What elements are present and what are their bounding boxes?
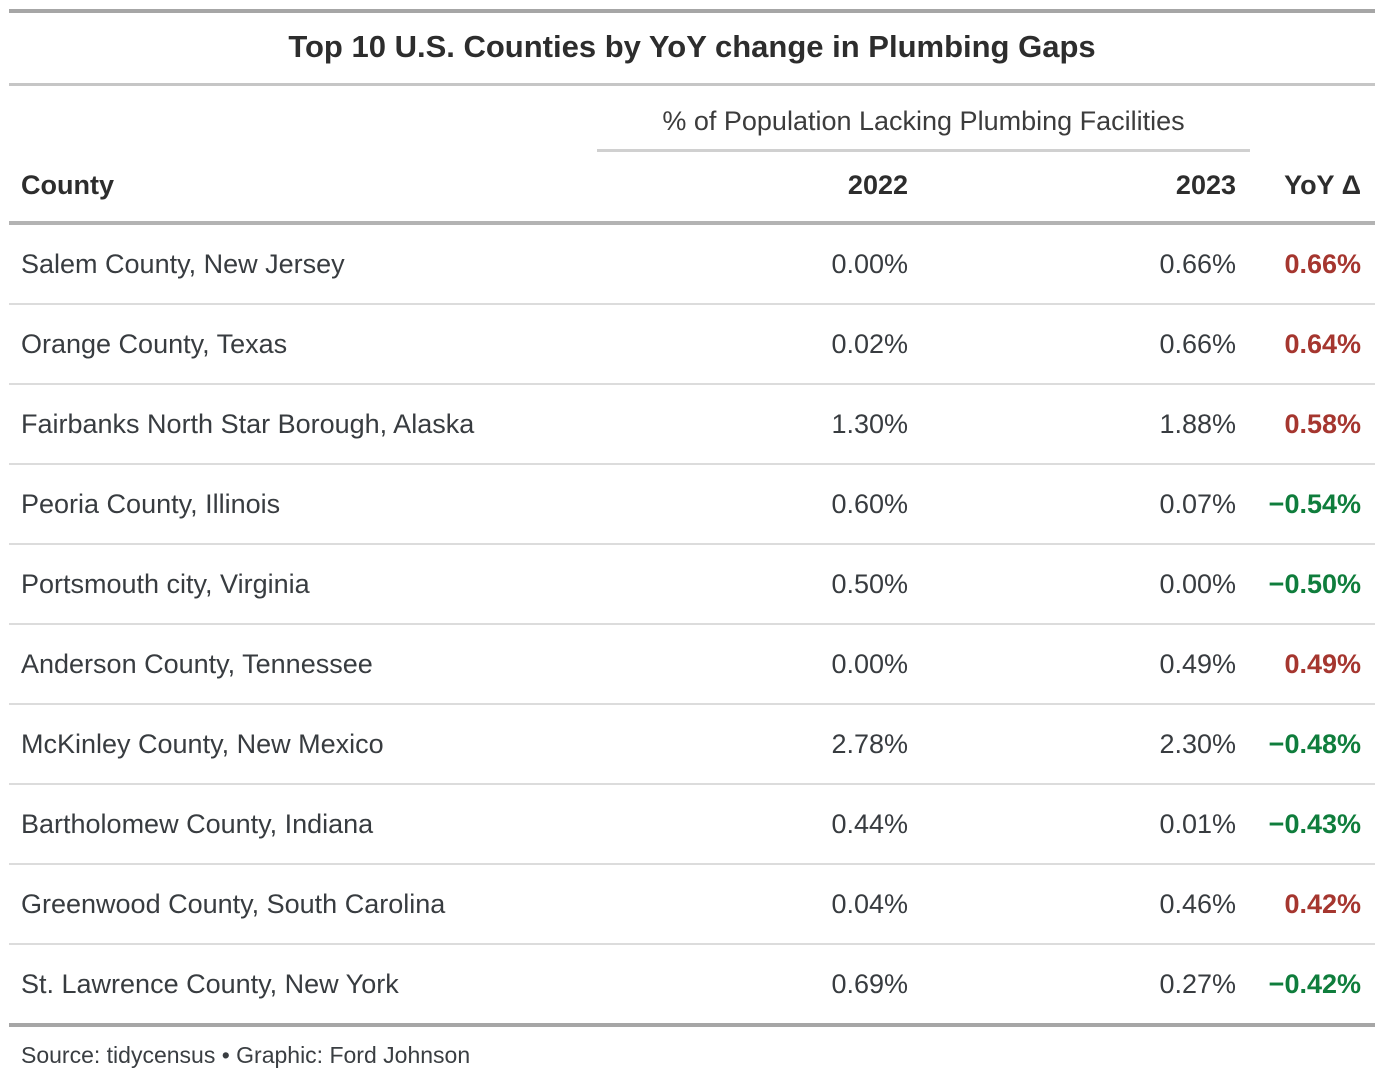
table-row: Greenwood County, South Carolina 0.04% 0… <box>9 865 1375 945</box>
column-header-2022: 2022 <box>847 170 908 200</box>
value-2022-cell: 0.44% <box>831 808 908 839</box>
table-row: Peoria County, Illinois 0.60% 0.07% −0.5… <box>9 465 1375 545</box>
county-cell: Peoria County, Illinois <box>21 488 281 519</box>
table-row: St. Lawrence County, New York 0.69% 0.27… <box>9 945 1375 1023</box>
title-divider <box>9 83 1375 86</box>
table-row: Fairbanks North Star Borough, Alaska 1.3… <box>9 385 1375 465</box>
table-row: Salem County, New Jersey 0.00% 0.66% 0.6… <box>9 225 1375 305</box>
value-2023-cell: 0.07% <box>1159 488 1236 519</box>
county-cell: Orange County, Texas <box>21 328 288 359</box>
yoy-delta-cell: −0.54% <box>1268 488 1361 519</box>
yoy-delta-cell: 0.58% <box>1284 408 1361 439</box>
value-2023-cell: 0.01% <box>1159 808 1236 839</box>
county-cell: Anderson County, Tennessee <box>21 648 373 679</box>
yoy-delta-cell: −0.50% <box>1268 568 1361 599</box>
column-header-row: County 2022 2023 YoY Δ <box>9 152 1375 221</box>
value-2023-cell: 0.66% <box>1159 328 1236 359</box>
column-header-2023: 2023 <box>1175 170 1236 200</box>
table-body: Salem County, New Jersey 0.00% 0.66% 0.6… <box>9 225 1375 1023</box>
value-2023-cell: 0.46% <box>1159 888 1236 919</box>
value-2022-cell: 2.78% <box>831 728 908 759</box>
county-cell: Fairbanks North Star Borough, Alaska <box>21 408 475 439</box>
table-row: Orange County, Texas 0.02% 0.66% 0.64% <box>9 305 1375 385</box>
value-2022-cell: 0.00% <box>831 248 908 279</box>
yoy-delta-cell: 0.64% <box>1284 328 1361 359</box>
yoy-delta-cell: 0.66% <box>1284 248 1361 279</box>
table-row: McKinley County, New Mexico 2.78% 2.30% … <box>9 705 1375 785</box>
column-header-county: County <box>21 170 114 200</box>
county-cell: Portsmouth city, Virginia <box>21 568 310 599</box>
value-2023-cell: 0.00% <box>1159 568 1236 599</box>
value-2022-cell: 0.00% <box>831 648 908 679</box>
value-2022-cell: 1.30% <box>831 408 908 439</box>
county-cell: Bartholomew County, Indiana <box>21 808 374 839</box>
table-row: Bartholomew County, Indiana 0.44% 0.01% … <box>9 785 1375 865</box>
source-note: Source: tidycensus • Graphic: Ford Johns… <box>21 1042 471 1068</box>
header-bottom-border <box>9 221 1375 225</box>
table-title: Top 10 U.S. Counties by YoY change in Pl… <box>288 29 1096 64</box>
value-2022-cell: 0.60% <box>831 488 908 519</box>
table-top-border <box>9 9 1375 13</box>
value-2023-cell: 2.30% <box>1159 728 1236 759</box>
county-cell: McKinley County, New Mexico <box>21 728 384 759</box>
value-2022-cell: 0.04% <box>831 888 908 919</box>
value-2023-cell: 0.49% <box>1159 648 1236 679</box>
county-cell: Salem County, New Jersey <box>21 248 345 279</box>
table-bottom-border <box>9 1023 1375 1027</box>
table-row: Portsmouth city, Virginia 0.50% 0.00% −0… <box>9 545 1375 625</box>
column-spanner-row: % of Population Lacking Plumbing Facilit… <box>9 86 1375 152</box>
value-2022-cell: 0.69% <box>831 968 908 999</box>
value-2022-cell: 0.50% <box>831 568 908 599</box>
column-spanner-label: % of Population Lacking Plumbing Facilit… <box>597 86 1250 152</box>
value-2023-cell: 1.88% <box>1159 408 1236 439</box>
county-cell: St. Lawrence County, New York <box>21 968 399 999</box>
value-2023-cell: 0.66% <box>1159 248 1236 279</box>
column-header-yoy-delta: YoY Δ <box>1284 170 1361 200</box>
yoy-delta-cell: −0.42% <box>1268 968 1361 999</box>
yoy-delta-cell: −0.48% <box>1268 728 1361 759</box>
value-2023-cell: 0.27% <box>1159 968 1236 999</box>
table-row: Anderson County, Tennessee 0.00% 0.49% 0… <box>9 625 1375 705</box>
value-2022-cell: 0.02% <box>831 328 908 359</box>
yoy-delta-cell: 0.42% <box>1284 888 1361 919</box>
yoy-delta-cell: −0.43% <box>1268 808 1361 839</box>
county-cell: Greenwood County, South Carolina <box>21 888 446 919</box>
yoy-delta-cell: 0.49% <box>1284 648 1361 679</box>
